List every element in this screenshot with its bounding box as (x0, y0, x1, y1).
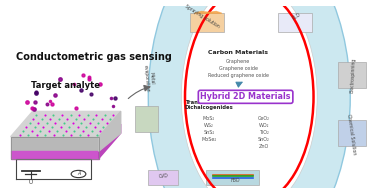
Text: Target analyte: Target analyte (31, 81, 100, 90)
FancyBboxPatch shape (206, 170, 259, 185)
FancyBboxPatch shape (339, 120, 366, 146)
FancyBboxPatch shape (278, 13, 312, 32)
Polygon shape (11, 111, 121, 137)
Polygon shape (99, 111, 121, 151)
Text: Carbon Materials: Carbon Materials (208, 50, 268, 55)
Text: MoS₂
WS₂
SnS₂
MoSe₂: MoS₂ WS₂ SnS₂ MoSe₂ (201, 116, 216, 142)
Polygon shape (11, 151, 99, 159)
Text: FBD: FBD (231, 178, 240, 183)
Text: Conductometric gas sensing: Conductometric gas sensing (16, 52, 172, 62)
Text: CVD: CVD (159, 173, 169, 179)
Polygon shape (194, 12, 222, 13)
Polygon shape (99, 124, 121, 159)
Text: PLD: PLD (292, 12, 302, 21)
FancyBboxPatch shape (339, 62, 366, 88)
Text: Hybrid 2D Materials: Hybrid 2D Materials (200, 92, 291, 101)
Ellipse shape (181, 0, 317, 189)
FancyBboxPatch shape (148, 170, 178, 185)
Text: Electrospinning: Electrospinning (349, 57, 356, 93)
Text: CeO₂
WO₂
TiO₂
SnO₂
ZnO: CeO₂ WO₂ TiO₂ SnO₂ ZnO (258, 116, 270, 149)
Text: Metal Oxides: Metal Oxides (245, 100, 283, 105)
FancyBboxPatch shape (190, 13, 224, 32)
Text: Metal
evaporation: Metal evaporation (142, 64, 156, 93)
Text: Graphene
Graphene oxide
Reduced graphene oxide: Graphene Graphene oxide Reduced graphene… (208, 59, 269, 78)
Ellipse shape (148, 0, 350, 189)
Circle shape (71, 170, 86, 178)
Text: U: U (29, 180, 33, 185)
Text: Spraying solution: Spraying solution (185, 3, 221, 29)
Text: A: A (77, 171, 80, 177)
Polygon shape (11, 137, 99, 151)
FancyBboxPatch shape (135, 105, 158, 132)
Text: Chemical Solution: Chemical Solution (346, 113, 357, 155)
Text: Transition Metal
Dichalcogenides: Transition Metal Dichalcogenides (185, 100, 233, 110)
